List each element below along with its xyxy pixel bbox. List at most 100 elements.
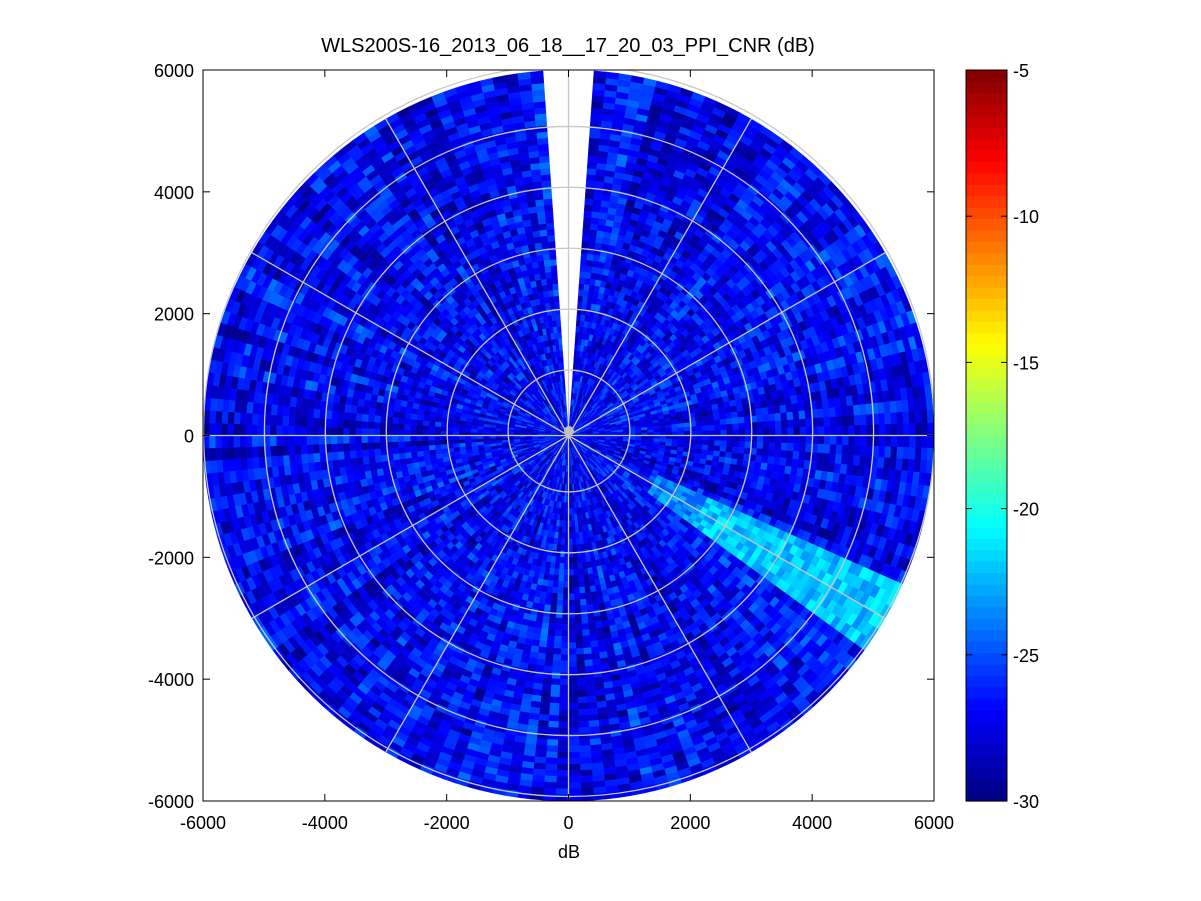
cnr-cell: [737, 416, 745, 424]
cnr-cell: [866, 445, 874, 457]
cnr-cell: [926, 409, 934, 424]
cnr-cell: [798, 410, 806, 420]
cnr-cell: [774, 412, 782, 422]
cnr-cell: [878, 435, 886, 447]
cnr-cell: [738, 422, 746, 430]
cnr-cell: [586, 173, 597, 182]
cnr-cell: [816, 452, 824, 463]
cnr-cell: [755, 408, 763, 416]
cnr-cell: [787, 419, 794, 429]
cnr-cell: [773, 405, 781, 415]
cnr-cell: [804, 409, 812, 420]
cnr-cell: [588, 143, 600, 151]
cnr-cell: [909, 435, 916, 448]
cnr-cell: [780, 412, 788, 421]
cnr-cell: [785, 403, 793, 413]
cnr-cell: [761, 455, 769, 464]
cnr-cell: [853, 455, 861, 467]
cnr-cell: [714, 440, 721, 447]
cnr-cell: [889, 457, 897, 471]
cnr-cell: [786, 450, 794, 460]
cnr-cell: [787, 427, 795, 436]
cnr-cell: [585, 180, 596, 188]
cnr-cell: [767, 406, 775, 415]
cnr-cell: [579, 265, 587, 273]
cnr-cell: [773, 456, 781, 466]
cnr-cell: [897, 423, 904, 436]
cnr-cell: [702, 430, 709, 436]
cnr-cell: [593, 70, 607, 79]
cnr-cell: [605, 71, 620, 80]
cnr-cell: [720, 440, 728, 447]
cnr-cell: [768, 442, 776, 451]
cnr-cell: [842, 425, 849, 436]
cnr-cell: [761, 407, 769, 416]
cnr-cell: [683, 426, 691, 432]
cnr-cell: [665, 438, 673, 443]
cnr-cell: [714, 429, 721, 436]
cnr-cell: [584, 192, 595, 200]
cnr-cell: [719, 418, 727, 426]
cnr-cell: [762, 421, 770, 429]
cnr-cell: [877, 456, 885, 469]
cnr-cell: [724, 406, 732, 414]
cnr-cell: [671, 427, 679, 433]
cnr-cell: [840, 405, 849, 417]
cnr-cell: [780, 419, 788, 429]
cnr-cell: [588, 241, 596, 249]
cnr-cell: [762, 448, 770, 457]
cnr-cell: [580, 252, 588, 261]
cnr-cell: [835, 444, 843, 455]
cnr-cell: [712, 408, 720, 416]
cnr-cell: [763, 435, 770, 443]
cnr-cell: [732, 429, 740, 436]
cnr-cell: [713, 419, 721, 426]
cnr-cell: [847, 445, 855, 456]
cnr-cell: [884, 424, 892, 436]
cnr-cell: [909, 423, 916, 436]
cnr-cell: [713, 414, 721, 421]
cnr-cell: [702, 435, 709, 441]
cnr-cell: [775, 435, 782, 444]
cnr-cell: [884, 435, 892, 447]
cnr-cell: [768, 449, 776, 458]
cnr-cell: [860, 435, 868, 447]
cnr-cell: [830, 425, 837, 436]
cnr-cell: [823, 417, 831, 427]
plot-area: [202, 69, 935, 802]
cnr-cell: [726, 440, 734, 448]
cnr-cell: [581, 240, 590, 248]
cnr-cell: [701, 425, 709, 432]
cnr-cell: [707, 414, 715, 422]
cnr-cell: [713, 445, 721, 452]
cnr-cell: [755, 455, 763, 463]
cnr-cell: [781, 435, 789, 444]
cnr-cell: [828, 407, 837, 418]
cnr-cell: [726, 435, 734, 442]
cnr-cell: [883, 401, 891, 414]
cnr-cell: [732, 435, 740, 442]
cnr-cell: [877, 402, 885, 415]
cnr-cell: [591, 205, 601, 213]
cnr-cell: [768, 413, 776, 422]
cnr-cell: [647, 429, 654, 433]
cnr-cell: [908, 447, 916, 460]
cnr-cell: [762, 414, 770, 423]
cnr-cell: [756, 414, 764, 423]
cnr-cell: [694, 416, 703, 423]
cnr-cell: [817, 417, 825, 427]
cnr-cell: [659, 428, 667, 433]
cnr-cell: [890, 412, 898, 425]
cnr-cell: [775, 427, 782, 436]
cnr-cell: [732, 423, 740, 430]
cnr-cell: [866, 424, 874, 436]
cnr-cell: [763, 428, 770, 436]
cnr-cell: [590, 217, 600, 225]
cnr-cell: [769, 428, 776, 436]
cnr-cell: [780, 450, 788, 459]
cnr-cell: [726, 423, 734, 431]
cnr-cell: [700, 415, 709, 422]
cnr-cell: [797, 459, 805, 469]
cnr-cell: [835, 416, 843, 427]
